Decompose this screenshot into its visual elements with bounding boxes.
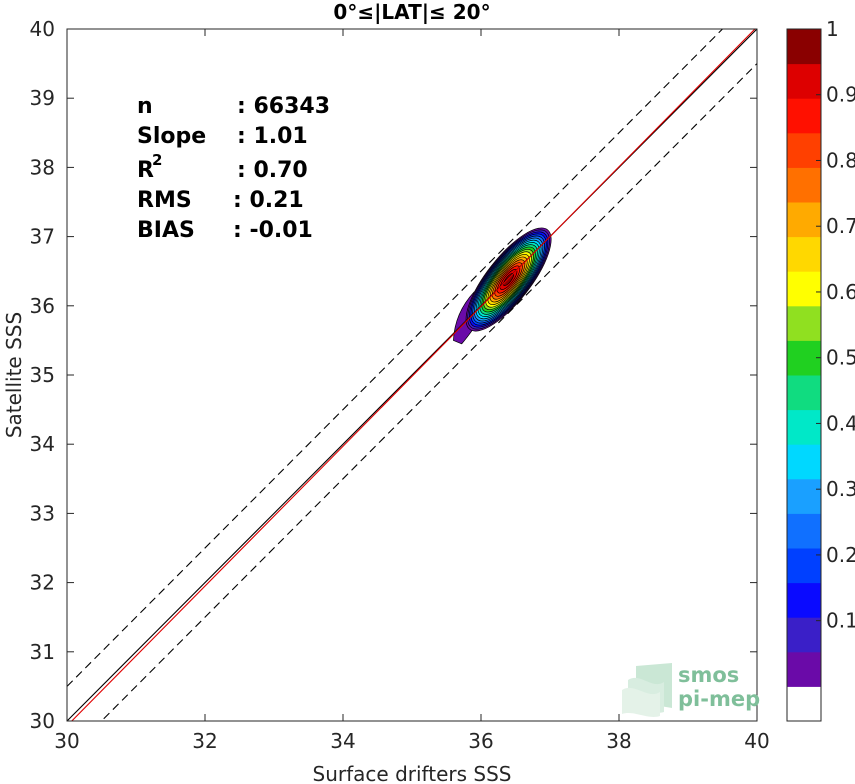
colorbar-swatch [787, 478, 821, 514]
colorbar-tick-label: 0.7 [826, 214, 855, 238]
line-identity [67, 29, 757, 721]
colorbar-tick-label: 1 [826, 17, 839, 41]
colorbar-swatch [787, 513, 821, 549]
logo-line1: smos [678, 663, 739, 687]
y-tick-label: 37 [30, 225, 55, 249]
y-tick-label: 40 [30, 17, 55, 41]
x-tick-label: 32 [192, 729, 217, 753]
line-regression [71, 29, 756, 721]
colorbar-swatch [787, 617, 821, 653]
stat-label: n [137, 94, 153, 119]
stat-value: : -0.01 [233, 218, 313, 243]
stat-value: : 66343 [237, 94, 330, 119]
colorbar-swatch [787, 167, 821, 203]
reference-lines [67, 29, 757, 721]
y-tick-label: 30 [30, 709, 55, 733]
colorbar-swatch [787, 132, 821, 168]
logo-mark-icon [622, 663, 672, 717]
colorbar-tick-label: 0.3 [826, 477, 855, 501]
x-tick-label: 36 [468, 729, 493, 753]
logo-line2: pi-mep [678, 687, 760, 711]
line-identity-0-5 [67, 29, 724, 687]
colorbar-swatch [787, 548, 821, 584]
smos-pi-mep-logo: smos pi-mep [622, 663, 760, 717]
colorbar-frame [786, 28, 822, 722]
colorbar-swatch [787, 651, 821, 687]
x-tick-label: 40 [744, 729, 769, 753]
y-axis: 30 31 32 33 34 35 36 37 38 39 40 [30, 17, 757, 733]
colorbar-swatch [787, 305, 821, 341]
colorbar: 0.1 0.2 0.3 0.4 0.5 0.6 0.7 0.8 0.9 1 [786, 17, 855, 722]
colorbar-tick-label: 0.2 [826, 543, 855, 567]
y-tick-label: 38 [30, 155, 55, 179]
colorbar-tick-label: 0.9 [826, 83, 855, 107]
stat-label: R [137, 158, 154, 183]
y-tick-label: 39 [30, 86, 55, 110]
density-contours [453, 227, 552, 345]
colorbar-tick-label: 0.6 [826, 280, 855, 304]
colorbar-swatch [787, 202, 821, 238]
colorbar-swatch [787, 686, 821, 722]
y-tick-label: 32 [30, 571, 55, 595]
stat-value: : 1.01 [237, 124, 308, 149]
y-tick-label: 34 [30, 432, 55, 456]
y-tick-label: 35 [30, 363, 55, 387]
y-tick-label: 31 [30, 640, 55, 664]
y-tick-label: 36 [30, 294, 55, 318]
colorbar-swatch [787, 340, 821, 376]
colorbar-swatch [787, 444, 821, 480]
colorbar-swatch [787, 582, 821, 618]
x-tick-label: 38 [606, 729, 631, 753]
colorbar-swatch [787, 98, 821, 134]
x-axis: 30 32 34 36 38 40 [54, 29, 770, 753]
stat-label: RMS [137, 188, 192, 213]
x-axis-label: Surface drifters SSS [313, 762, 512, 784]
chart-title: 0°≤|LAT|≤ 20° [333, 0, 490, 24]
stat-label-sup: 2 [152, 151, 162, 169]
stats-annotation: n : 66343 Slope : 1.01 R2 : 0.70 RMS : 0.21 BIAS… [137, 94, 330, 243]
colorbar-swatch [787, 375, 821, 411]
colorbar-swatch [787, 236, 821, 272]
stat-label: Slope [137, 124, 206, 149]
x-tick-label: 34 [330, 729, 355, 753]
y-axis-label: Satellite SSS [2, 312, 26, 438]
colorbar-swatch [787, 63, 821, 99]
colorbar-swatch [787, 409, 821, 445]
line-identity-0-5 [100, 63, 757, 721]
colorbar-swatch [787, 29, 821, 65]
colorbar-tick-label: 0.5 [826, 346, 855, 370]
x-tick-label: 30 [54, 729, 79, 753]
colorbar-tick-label: 0.1 [826, 609, 855, 633]
stat-label: BIAS [137, 218, 195, 243]
y-tick-label: 33 [30, 501, 55, 525]
colorbar-swatch [787, 271, 821, 307]
colorbar-tick-label: 0.8 [826, 148, 855, 172]
colorbar-tick-label: 0.4 [826, 411, 855, 435]
stat-value: : 0.21 [233, 188, 304, 213]
stat-value: : 0.70 [237, 158, 308, 183]
